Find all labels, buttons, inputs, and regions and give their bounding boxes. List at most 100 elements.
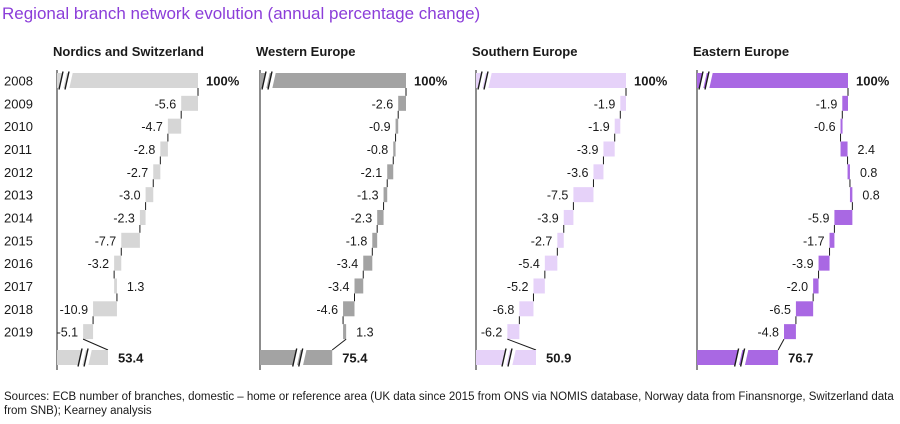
axis-break-mark-end-2: [507, 348, 513, 367]
change-label-southern-europe-2012: -3.6: [567, 166, 589, 180]
change-bar-nordics-and-switzerland-2017: [114, 278, 117, 294]
change-bar-western-europe-2019: [343, 324, 347, 340]
year-label-2008: 2008: [4, 74, 33, 89]
change-bar-southern-europe-2013: [573, 187, 594, 203]
year-label-2011: 2011: [4, 142, 32, 157]
connector-end-southern-europe: [507, 338, 537, 351]
change-bar-nordics-and-switzerland-2015: [121, 232, 140, 248]
change-bar-eastern-europe-2012: [847, 164, 850, 180]
panel-title-nordics-and-switzerland: Nordics and Switzerland: [53, 44, 204, 59]
axis-break-gap-end-2: [502, 348, 510, 367]
change-label-eastern-europe-2011: 2.4: [858, 143, 875, 157]
axis-break-mark-start-0: [64, 71, 70, 90]
change-bar-eastern-europe-2013: [849, 187, 853, 203]
change-bar-western-europe-2018: [343, 301, 355, 317]
change-label-eastern-europe-2019: -4.8: [757, 326, 779, 340]
change-bar-nordics-and-switzerland-2018: [93, 301, 117, 317]
change-bar-western-europe-2012: [387, 164, 394, 180]
change-label-nordics-and-switzerland-2019: -5.1: [57, 326, 79, 340]
axis-break-gap-start-3: [699, 71, 707, 90]
axis-break-gap-end-3: [740, 348, 749, 367]
start-bar-nordics-and-switzerland: [57, 73, 198, 88]
change-bar-eastern-europe-2018: [795, 301, 814, 317]
change-bar-southern-europe-2010: [614, 118, 621, 134]
axis-break-mark-end-2: [501, 348, 507, 367]
change-label-eastern-europe-2009: -1.9: [816, 97, 838, 111]
change-bar-western-europe-2014: [377, 209, 384, 225]
axis-break-mark-end-3: [733, 348, 740, 367]
change-label-nordics-and-switzerland-2016: -3.2: [88, 257, 110, 271]
change-bar-nordics-and-switzerland-2010: [167, 118, 182, 134]
change-label-nordics-and-switzerland-2009: -5.6: [155, 97, 177, 111]
panel-title-western-europe: Western Europe: [256, 44, 355, 59]
change-bar-nordics-and-switzerland-2016: [114, 255, 122, 271]
end-label-western-europe: 75.4: [342, 351, 368, 366]
end-label-eastern-europe: 76.7: [788, 351, 813, 366]
year-label-2012: 2012: [4, 165, 33, 180]
change-bar-nordics-and-switzerland-2019: [83, 324, 94, 340]
change-label-southern-europe-2019: -6.2: [481, 326, 503, 340]
change-label-western-europe-2018: -4.6: [317, 303, 339, 317]
change-label-western-europe-2016: -3.4: [337, 257, 359, 271]
change-bar-eastern-europe-2014: [834, 209, 853, 225]
axis-break-gap-start-0: [59, 71, 67, 90]
change-label-nordics-and-switzerland-2011: -2.8: [134, 143, 156, 157]
connector-end-nordics-and-switzerland: [82, 338, 109, 351]
change-label-southern-europe-2010: -1.9: [588, 120, 610, 134]
change-label-eastern-europe-2017: -2.0: [787, 280, 809, 294]
end-label-nordics-and-switzerland: 53.4: [118, 351, 144, 366]
axis-break-gap-start-2: [484, 71, 492, 90]
change-label-southern-europe-2011: -3.9: [577, 143, 599, 157]
change-label-nordics-and-switzerland-2010: -4.7: [141, 120, 163, 134]
axis-break-gap-end-3: [734, 348, 743, 367]
change-bar-eastern-europe-2009: [842, 95, 848, 111]
year-label-2016: 2016: [4, 256, 33, 271]
change-label-nordics-and-switzerland-2012: -2.7: [127, 166, 149, 180]
change-label-nordics-and-switzerland-2013: -3.0: [119, 189, 141, 203]
year-label-2017: 2017: [4, 279, 33, 294]
axis-break-mark-start-2: [483, 71, 489, 90]
change-label-eastern-europe-2018: -6.5: [769, 303, 791, 317]
start-bar-eastern-europe: [697, 73, 848, 88]
change-label-western-europe-2015: -1.8: [346, 234, 368, 248]
year-label-2009: 2009: [4, 96, 33, 111]
change-bar-western-europe-2015: [372, 232, 378, 248]
axis-break-mark-end-3: [739, 348, 746, 367]
axis-break-gap-end-0: [84, 348, 93, 367]
change-label-southern-europe-2017: -5.2: [507, 280, 529, 294]
change-bar-nordics-and-switzerland-2011: [160, 141, 168, 157]
change-label-southern-europe-2018: -6.8: [493, 303, 515, 317]
start-bar-southern-europe: [476, 73, 626, 88]
change-label-western-europe-2012: -2.1: [361, 166, 383, 180]
change-label-western-europe-2010: -0.9: [369, 120, 391, 134]
axis-break-mark-end-0: [83, 348, 89, 367]
change-label-eastern-europe-2010: -0.6: [814, 120, 836, 134]
year-label-2010: 2010: [4, 119, 33, 134]
change-bar-southern-europe-2015: [557, 232, 564, 248]
change-bar-southern-europe-2017: [533, 278, 545, 294]
change-bar-eastern-europe-2019: [784, 324, 796, 340]
axis-break-gap-end-1: [298, 348, 307, 367]
chart-title: Regional branch network evolution (annua…: [2, 4, 481, 23]
change-label-southern-europe-2014: -3.9: [537, 211, 559, 225]
axis-break-mark-start-1: [267, 71, 273, 90]
axis-break-mark-end-1: [292, 348, 298, 367]
change-label-southern-europe-2015: -2.7: [531, 234, 553, 248]
change-label-western-europe-2009: -2.6: [372, 97, 394, 111]
axis-break-mark-start-3: [704, 71, 710, 90]
change-label-western-europe-2017: -3.4: [328, 280, 350, 294]
change-bar-western-europe-2011: [393, 141, 396, 157]
axis-break-mark-start-2: [477, 71, 483, 90]
change-label-nordics-and-switzerland-2017: 1.3: [127, 280, 144, 294]
change-label-southern-europe-2016: -5.4: [518, 257, 540, 271]
change-bar-nordics-and-switzerland-2009: [181, 95, 198, 111]
change-bar-western-europe-2010: [395, 118, 399, 134]
start-label-nordics-and-switzerland: 100%: [206, 74, 240, 89]
change-label-eastern-europe-2016: -3.9: [792, 257, 814, 271]
year-label-2014: 2014: [4, 210, 33, 225]
change-label-eastern-europe-2013: 0.8: [862, 189, 879, 203]
connector-end-eastern-europe: [777, 338, 785, 351]
end-label-southern-europe: 50.9: [546, 351, 571, 366]
change-label-nordics-and-switzerland-2014: -2.3: [113, 211, 135, 225]
change-bar-southern-europe-2019: [507, 324, 520, 340]
